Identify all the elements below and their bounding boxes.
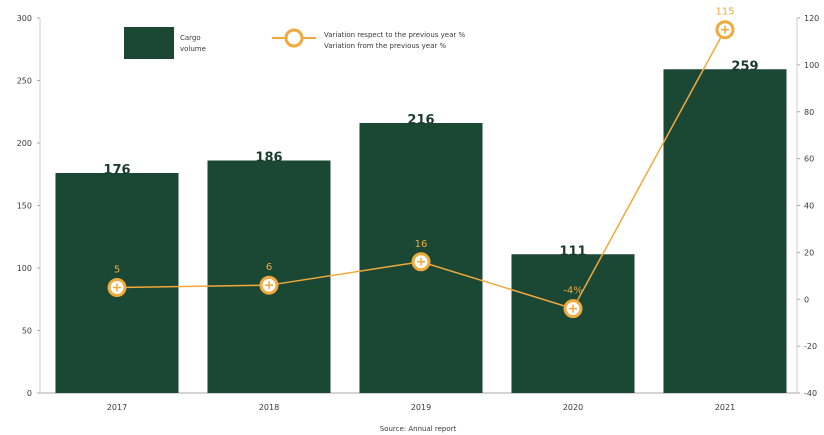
y-tick-label: 0 [27, 389, 32, 398]
y-tick-label: 150 [17, 202, 32, 211]
x-tick-label: 2018 [259, 403, 279, 412]
line-value-label: 115 [715, 7, 734, 18]
legend-bar-label: Cargo volume [180, 34, 206, 53]
legend: Cargo volume Variation respect to the pr… [124, 27, 467, 59]
y2-tick-label: -40 [804, 389, 817, 398]
y-tick-label: 50 [22, 327, 32, 336]
y2-axis-ticks: -40 -20 0 20 40 60 80 100 120 [797, 14, 819, 398]
y2-tick-label: 80 [804, 108, 814, 117]
bars [55, 69, 787, 393]
y2-tick-label: 40 [804, 202, 814, 211]
x-tick-label: 2019 [411, 403, 431, 412]
bar [663, 69, 787, 393]
source-note: Source: Annual report [380, 425, 457, 433]
x-tick-label: 2017 [107, 403, 127, 412]
line-value-label: 6 [266, 262, 272, 273]
legend-line-label: Variation respect to the previous year %… [324, 31, 467, 50]
y-axis-ticks: 0 50 100 150 200 250 300 [17, 14, 40, 398]
y2-tick-label: 0 [804, 295, 809, 304]
line-labels: 5 6 16 -4% 115 [114, 7, 735, 297]
line-value-label: 16 [415, 239, 428, 250]
line-value-label: -4% [563, 286, 582, 297]
legend-bar-swatch [124, 27, 174, 59]
x-tick-label: 2020 [563, 403, 583, 412]
y2-tick-label: 100 [804, 61, 819, 70]
bar-value-label: 259 [731, 59, 758, 74]
y-tick-label: 250 [17, 77, 32, 86]
y2-tick-label: 120 [804, 14, 819, 23]
y-tick-label: 300 [17, 14, 32, 23]
y-tick-label: 200 [17, 139, 32, 148]
bar-value-label: 111 [559, 244, 586, 259]
bar [511, 254, 635, 393]
y-tick-label: 100 [17, 264, 32, 273]
legend-line-marker [284, 28, 304, 48]
y2-tick-label: 60 [804, 155, 814, 164]
bar-value-label: 216 [407, 113, 434, 128]
bar-value-label: 176 [103, 163, 130, 178]
y2-tick-label: -20 [804, 342, 817, 351]
line-series [107, 20, 735, 319]
bar-value-label: 186 [255, 151, 282, 166]
x-tick-label: 2021 [715, 403, 735, 412]
line-value-label: 5 [114, 265, 120, 276]
y2-tick-label: 20 [804, 248, 814, 257]
x-axis-ticks: 2017 2018 2019 2020 2021 [107, 403, 735, 412]
bar-labels: 176 186 216 111 259 [103, 59, 758, 259]
